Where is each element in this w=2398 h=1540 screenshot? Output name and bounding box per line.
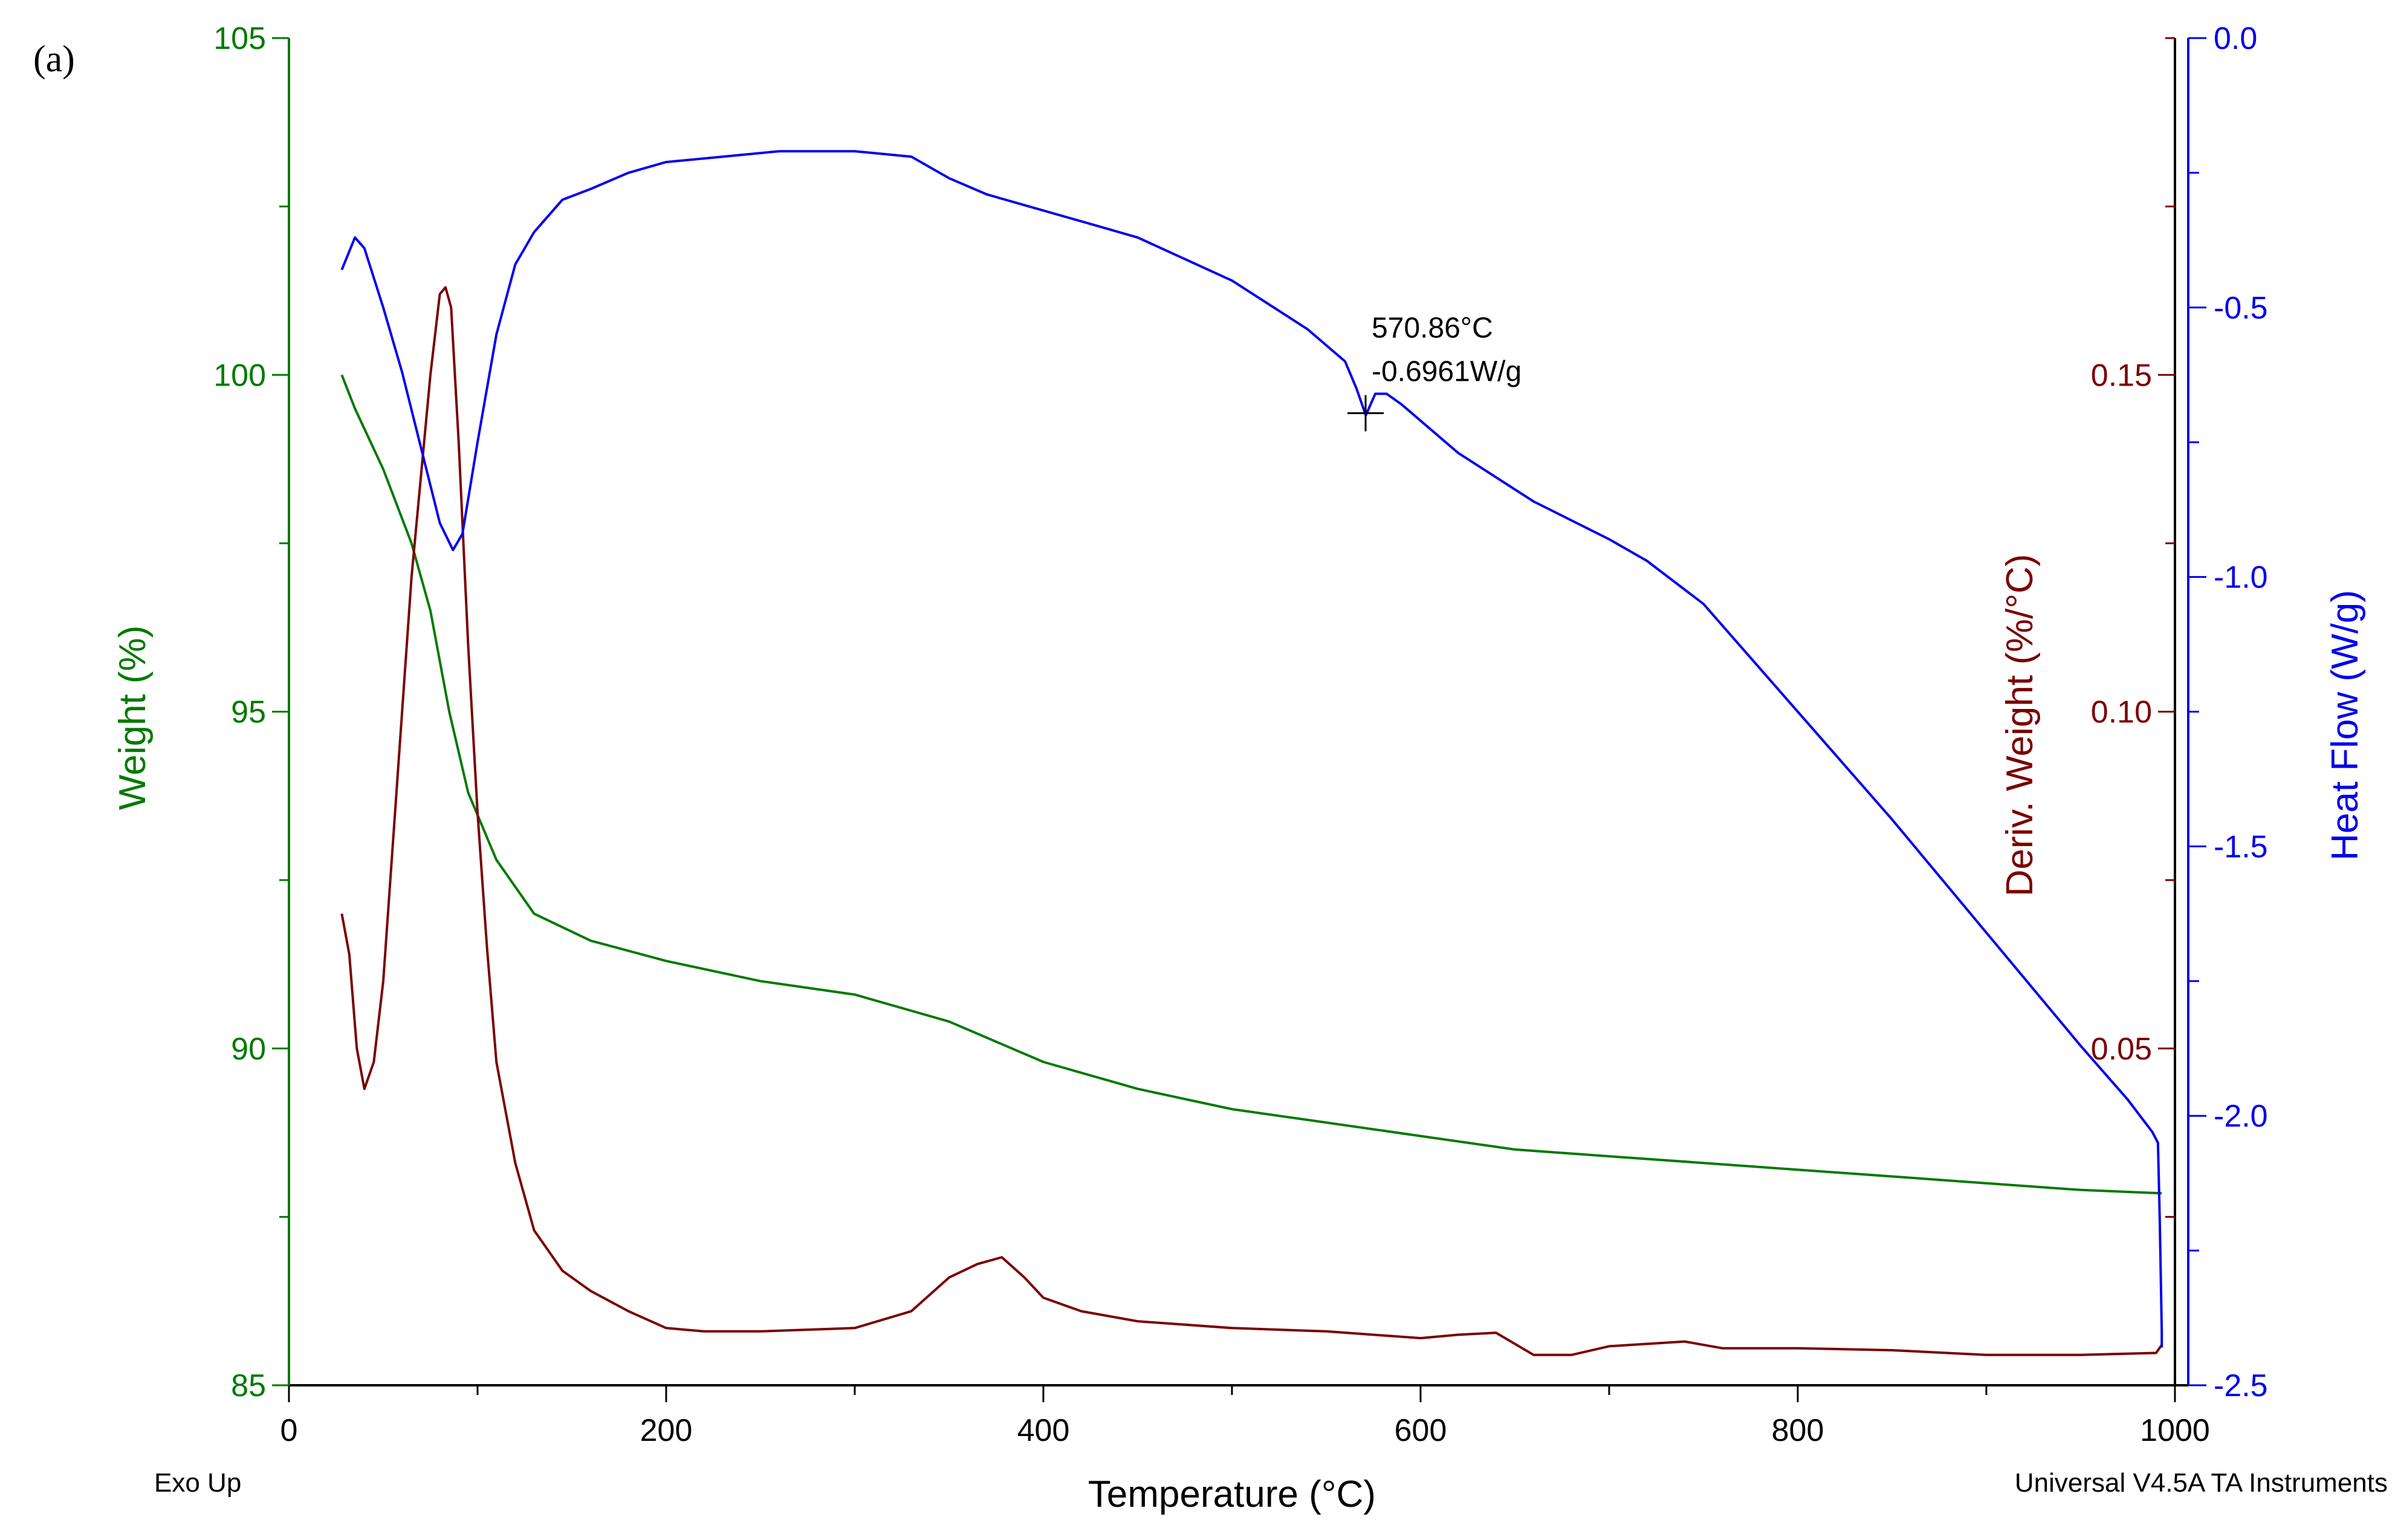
x-tick-label: 800	[1772, 1413, 1824, 1448]
deriv-axis-title: Deriv. Weight (%/°C)	[1999, 554, 2041, 897]
weight-tick-label: 90	[231, 1032, 266, 1067]
annotation-heatflow: -0.6961W/g	[1372, 356, 1521, 388]
heat-tick-label: -2.5	[2214, 1368, 2268, 1403]
weight-tick-label: 85	[231, 1368, 266, 1403]
heat-tick-label: 0.0	[2214, 21, 2257, 56]
deriv-tick-label: 0.10	[2091, 695, 2152, 730]
footer-instrument: Universal V4.5A TA Instruments	[2015, 1468, 2388, 1498]
weight-tick-label: 105	[213, 21, 266, 56]
deriv-tick-label: 0.15	[2091, 358, 2152, 393]
series-layer	[340, 150, 2163, 1356]
annotation-layer: 570.86°C -0.6961W/g	[1347, 312, 1521, 432]
x-tick-label: 200	[640, 1413, 693, 1448]
heat-tick-label: -1.5	[2214, 829, 2268, 864]
heat-tick-label: -0.5	[2214, 291, 2268, 326]
annotation-temperature: 570.86°C	[1372, 312, 1493, 345]
deriv-weight-line	[340, 286, 2163, 1356]
weight-line	[340, 374, 2162, 1195]
weight-axis-title: Weight (%)	[112, 626, 154, 810]
x-tick-label: 1000	[2140, 1413, 2210, 1448]
heat-tick-label: -2.0	[2214, 1099, 2268, 1134]
heat-tick-label: -1.0	[2214, 560, 2268, 595]
heat-axis-title: Heat Flow (W/g)	[2324, 590, 2366, 861]
heat-flow-line	[340, 150, 2163, 1348]
ticks-layer: 0 200 400 600 800 1000 85 90 95 100 105 0.05 0.10 0.1…	[213, 21, 2267, 1448]
x-tick-label: 600	[1395, 1413, 1447, 1448]
panel-label: (a)	[33, 39, 75, 80]
x-axis-title: Temperature (°C)	[1088, 1474, 1376, 1515]
weight-tick-label: 100	[213, 358, 266, 393]
weight-tick-label: 95	[231, 695, 266, 730]
footer-exo-up: Exo Up	[154, 1468, 241, 1498]
x-tick-label: 400	[1017, 1413, 1070, 1448]
deriv-tick-label: 0.05	[2091, 1032, 2152, 1067]
x-tick-label: 0	[280, 1413, 298, 1448]
